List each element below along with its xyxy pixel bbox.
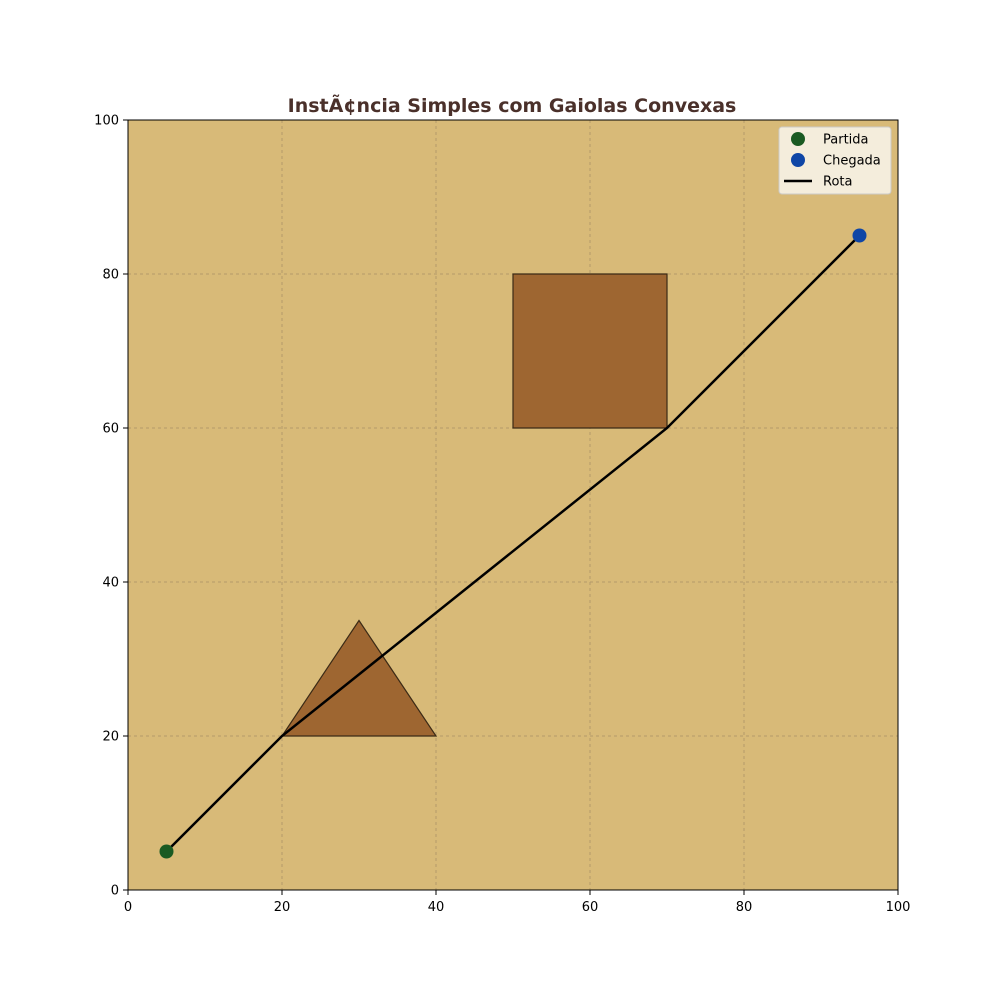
y-tick-label: 40 (102, 576, 119, 591)
x-tick-label: 80 (736, 900, 753, 915)
axes-frame (127, 119, 899, 891)
legend: Partida Chegada Rota (778, 126, 892, 195)
end-point (852, 228, 867, 243)
obstacle-triangle (280, 619, 438, 737)
legend-label: Chegada (823, 154, 881, 169)
route-line (165, 234, 861, 853)
x-tick-label: 100 (886, 900, 911, 915)
x-tick-label: 0 (124, 900, 132, 915)
legend-box (778, 126, 892, 195)
legend-start-marker (791, 132, 805, 146)
start-point (159, 844, 174, 859)
x-tick-label: 60 (582, 900, 599, 915)
y-tick-label: 100 (94, 114, 119, 129)
x-tick-label: 40 (428, 900, 445, 915)
x-tick-label: 20 (274, 900, 291, 915)
y-tick-label: 20 (102, 730, 119, 745)
y-tick-label: 80 (102, 268, 119, 283)
y-tick-label: 0 (111, 884, 119, 899)
legend-end-marker (791, 153, 805, 167)
chart-title: InstÃ¢ncia Simples com Gaiolas Convexas (288, 93, 737, 117)
y-tick-label: 60 (102, 422, 119, 437)
legend-label: Partida (823, 133, 869, 148)
plot-area: 0 20 40 60 80 100 0 20 40 60 80 100 (94, 114, 910, 916)
legend-label: Rota (823, 175, 852, 190)
obstacle-square (512, 273, 668, 429)
